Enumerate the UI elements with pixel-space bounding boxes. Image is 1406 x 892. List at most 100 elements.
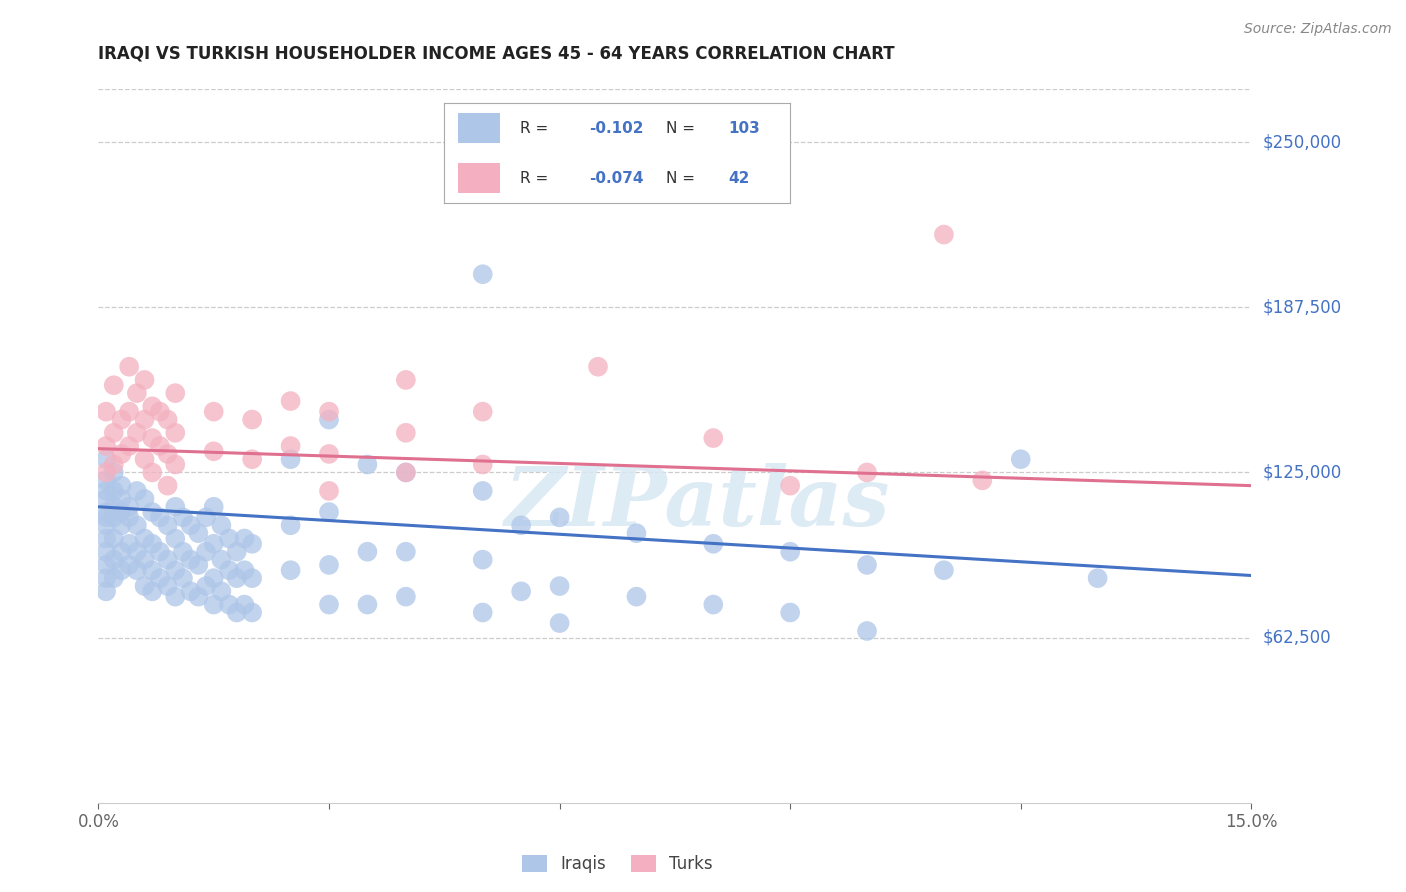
Point: [156, 579, 179, 593]
Point: [702, 431, 724, 445]
Point: [280, 518, 302, 533]
Point: [187, 590, 209, 604]
Point: [395, 425, 418, 440]
Point: [280, 394, 302, 409]
Point: [149, 545, 172, 559]
Point: [134, 452, 156, 467]
Point: [586, 359, 609, 374]
Point: [395, 466, 418, 480]
Point: [110, 505, 132, 519]
Point: [134, 373, 156, 387]
Point: [202, 444, 225, 458]
Point: [856, 558, 879, 572]
Point: [471, 267, 494, 281]
Point: [626, 590, 648, 604]
Point: [195, 545, 218, 559]
Point: [548, 579, 571, 593]
Text: $250,000: $250,000: [1263, 133, 1341, 151]
Point: [240, 537, 263, 551]
Point: [118, 439, 141, 453]
Point: [218, 532, 240, 546]
Text: $187,500: $187,500: [1263, 298, 1341, 317]
Point: [110, 491, 132, 506]
Point: [548, 616, 571, 631]
Point: [233, 563, 256, 577]
Point: [110, 478, 132, 492]
Point: [202, 537, 225, 551]
Point: [149, 571, 172, 585]
Point: [141, 505, 163, 519]
Point: [471, 483, 494, 498]
Point: [202, 571, 225, 585]
Point: [118, 404, 141, 418]
Point: [187, 526, 209, 541]
Point: [103, 500, 125, 514]
Point: [856, 624, 879, 638]
Text: Source: ZipAtlas.com: Source: ZipAtlas.com: [1244, 22, 1392, 37]
Point: [134, 579, 156, 593]
Point: [318, 483, 340, 498]
Point: [165, 532, 187, 546]
Point: [94, 532, 117, 546]
Point: [118, 558, 141, 572]
Point: [395, 466, 418, 480]
Point: [141, 431, 163, 445]
Point: [240, 412, 263, 426]
Point: [510, 518, 533, 533]
Point: [156, 518, 179, 533]
Point: [141, 563, 163, 577]
Point: [94, 505, 117, 519]
Point: [134, 412, 156, 426]
Point: [779, 478, 801, 492]
Point: [156, 478, 179, 492]
Point: [125, 386, 148, 401]
Point: [165, 386, 187, 401]
Point: [932, 227, 955, 242]
Point: [240, 452, 263, 467]
Text: ZIPatlas: ZIPatlas: [505, 463, 890, 543]
Point: [125, 518, 148, 533]
Legend: Iraqis, Turks: Iraqis, Turks: [515, 848, 720, 880]
Point: [187, 558, 209, 572]
Point: [280, 452, 302, 467]
Point: [225, 545, 247, 559]
Point: [156, 447, 179, 461]
Point: [103, 458, 125, 472]
Point: [156, 412, 179, 426]
Point: [156, 552, 179, 566]
Point: [209, 552, 232, 566]
Point: [103, 510, 125, 524]
Point: [180, 584, 202, 599]
Point: [110, 545, 132, 559]
Point: [218, 598, 240, 612]
Point: [209, 518, 232, 533]
Point: [141, 466, 163, 480]
Point: [240, 606, 263, 620]
Point: [318, 404, 340, 418]
Point: [318, 598, 340, 612]
Point: [318, 447, 340, 461]
Point: [134, 491, 156, 506]
Point: [356, 598, 378, 612]
Point: [318, 505, 340, 519]
Point: [165, 425, 187, 440]
Point: [165, 500, 187, 514]
Point: [94, 545, 117, 559]
Point: [225, 606, 247, 620]
Point: [103, 532, 125, 546]
Point: [972, 474, 994, 488]
Point: [471, 606, 494, 620]
Point: [94, 510, 117, 524]
Point: [172, 571, 194, 585]
Point: [149, 439, 172, 453]
Point: [280, 439, 302, 453]
Point: [165, 590, 187, 604]
Point: [134, 532, 156, 546]
Point: [395, 590, 418, 604]
Point: [134, 552, 156, 566]
Point: [125, 545, 148, 559]
Point: [702, 537, 724, 551]
Point: [233, 532, 256, 546]
Text: $125,000: $125,000: [1263, 464, 1341, 482]
Point: [209, 584, 232, 599]
